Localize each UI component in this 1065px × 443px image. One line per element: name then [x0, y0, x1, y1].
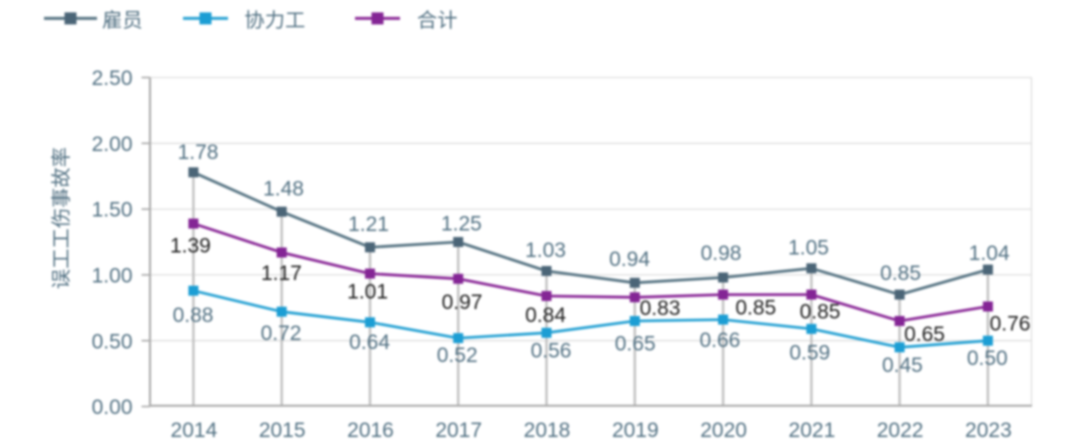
svg-text:1.21: 1.21 — [348, 213, 389, 236]
svg-text:2019: 2019 — [612, 419, 659, 442]
svg-text:2.00: 2.00 — [92, 133, 133, 156]
svg-text:0.66: 0.66 — [699, 329, 740, 352]
svg-text:0.65: 0.65 — [904, 323, 945, 346]
svg-text:2022: 2022 — [877, 419, 924, 442]
svg-text:2021: 2021 — [789, 419, 836, 442]
svg-text:0.76: 0.76 — [990, 312, 1031, 335]
svg-text:2016: 2016 — [347, 419, 394, 442]
svg-text:1.05: 1.05 — [788, 236, 829, 259]
svg-text:0.52: 0.52 — [437, 344, 478, 367]
svg-text:0.83: 0.83 — [640, 297, 681, 320]
svg-text:2017: 2017 — [435, 419, 482, 442]
svg-text:1.50: 1.50 — [92, 199, 133, 222]
svg-text:2.50: 2.50 — [92, 67, 133, 90]
svg-text:1.39: 1.39 — [170, 234, 211, 257]
svg-text:2018: 2018 — [524, 419, 571, 442]
svg-text:0.97: 0.97 — [442, 291, 483, 314]
svg-text:2020: 2020 — [700, 419, 747, 442]
svg-text:0.50: 0.50 — [92, 330, 133, 353]
svg-text:0.64: 0.64 — [349, 331, 390, 354]
svg-text:0.59: 0.59 — [789, 341, 830, 364]
svg-text:1.25: 1.25 — [441, 213, 482, 236]
svg-text:1.48: 1.48 — [263, 177, 304, 200]
svg-text:1.78: 1.78 — [178, 141, 219, 164]
svg-text:1.01: 1.01 — [347, 281, 388, 304]
svg-text:0.72: 0.72 — [261, 322, 302, 345]
svg-text:0.88: 0.88 — [173, 304, 214, 327]
svg-text:0.85: 0.85 — [800, 300, 841, 323]
svg-text:1.04: 1.04 — [969, 242, 1010, 265]
svg-text:0.65: 0.65 — [615, 333, 656, 356]
svg-text:2014: 2014 — [171, 419, 218, 442]
svg-text:0.84: 0.84 — [525, 304, 566, 327]
svg-text:0.98: 0.98 — [701, 242, 742, 265]
svg-text:2023: 2023 — [965, 419, 1012, 442]
svg-text:0.85: 0.85 — [735, 297, 776, 320]
svg-text:1.00: 1.00 — [92, 265, 133, 288]
svg-text:0.50: 0.50 — [967, 347, 1008, 370]
svg-text:0.56: 0.56 — [531, 339, 572, 362]
svg-text:1.03: 1.03 — [525, 239, 566, 262]
svg-text:2015: 2015 — [259, 419, 306, 442]
svg-text:0.85: 0.85 — [880, 262, 921, 285]
svg-text:0.94: 0.94 — [609, 248, 650, 271]
svg-text:0.45: 0.45 — [882, 354, 923, 377]
svg-text:1.17: 1.17 — [261, 262, 302, 285]
svg-text:0.00: 0.00 — [92, 396, 133, 419]
